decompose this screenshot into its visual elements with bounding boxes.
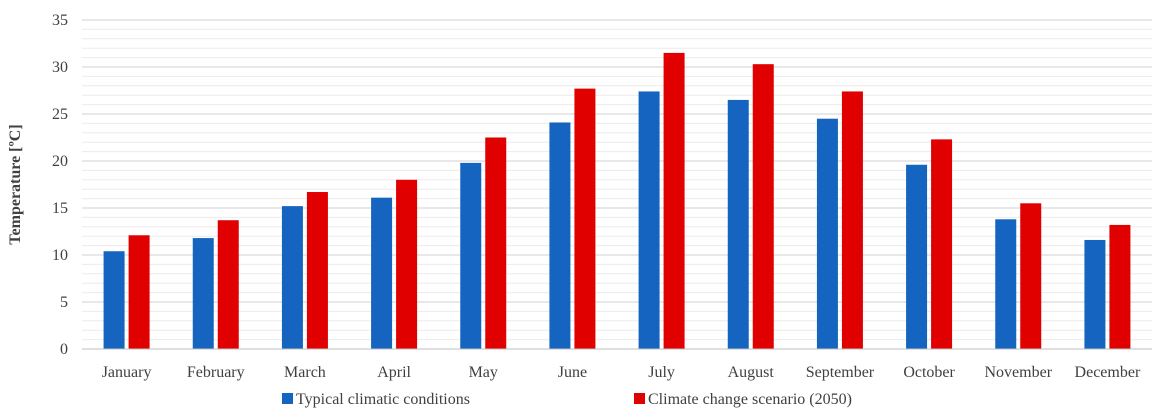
gridlines — [82, 19, 1152, 341]
bar-scenario-june — [574, 88, 596, 350]
x-category-label: February — [187, 364, 245, 381]
x-category-label: April — [377, 364, 411, 381]
bar-typical-february — [192, 238, 214, 349]
bar-typical-july — [638, 91, 660, 349]
bar-typical-october — [906, 164, 928, 349]
x-category-label: August — [728, 364, 775, 381]
legend-swatch-typical — [282, 393, 293, 404]
legend-label-scenario: Climate change scenario (2050) — [648, 391, 852, 408]
y-tick-label: 5 — [60, 294, 68, 311]
y-axis-title: Temperature [ºC] — [7, 124, 24, 244]
x-axis-categories: January February March April May June July Augu… — [102, 364, 1141, 381]
bar-scenario-october — [931, 139, 953, 349]
x-category-label: May — [469, 364, 498, 381]
bars — [103, 52, 1131, 350]
x-category-label: March — [284, 364, 326, 381]
y-tick-label: 25 — [52, 106, 68, 123]
bar-typical-november — [995, 219, 1017, 349]
bar-scenario-may — [485, 137, 507, 349]
y-tick-label: 30 — [52, 59, 68, 76]
bar-scenario-november — [1020, 203, 1042, 349]
y-tick-label: 35 — [52, 12, 68, 29]
bar-scenario-april — [396, 179, 418, 349]
x-category-label: January — [102, 364, 152, 381]
bar-scenario-august — [752, 64, 774, 350]
legend: Typical climatic conditions Climate chang… — [282, 391, 852, 408]
bar-scenario-february — [217, 220, 239, 349]
bar-scenario-december — [1109, 224, 1131, 349]
y-tick-label: 15 — [52, 200, 68, 217]
bar-typical-march — [281, 206, 303, 349]
x-category-label: October — [903, 364, 955, 381]
bar-scenario-july — [663, 52, 685, 350]
bar-typical-december — [1084, 239, 1106, 349]
legend-label-typical: Typical climatic conditions — [296, 391, 470, 408]
legend-swatch-scenario — [634, 393, 645, 404]
bar-scenario-march — [306, 192, 328, 349]
bar-typical-april — [371, 197, 393, 349]
bar-typical-june — [549, 122, 571, 350]
y-tick-label: 10 — [52, 247, 68, 264]
y-tick-label: 20 — [52, 153, 68, 170]
x-category-label: December — [1075, 364, 1141, 381]
bar-typical-january — [103, 251, 125, 349]
bar-typical-may — [460, 162, 482, 349]
x-category-label: September — [806, 364, 875, 381]
bar-typical-september — [816, 118, 838, 349]
x-category-label: July — [648, 364, 675, 381]
bar-scenario-january — [128, 235, 150, 349]
x-category-label: June — [558, 364, 587, 381]
y-tick-label: 0 — [60, 341, 68, 358]
x-category-label: November — [984, 364, 1052, 381]
y-axis-ticks: 0 5 10 15 20 25 30 35 — [52, 12, 68, 358]
bar-typical-august — [727, 99, 749, 350]
bar-scenario-september — [841, 91, 863, 349]
